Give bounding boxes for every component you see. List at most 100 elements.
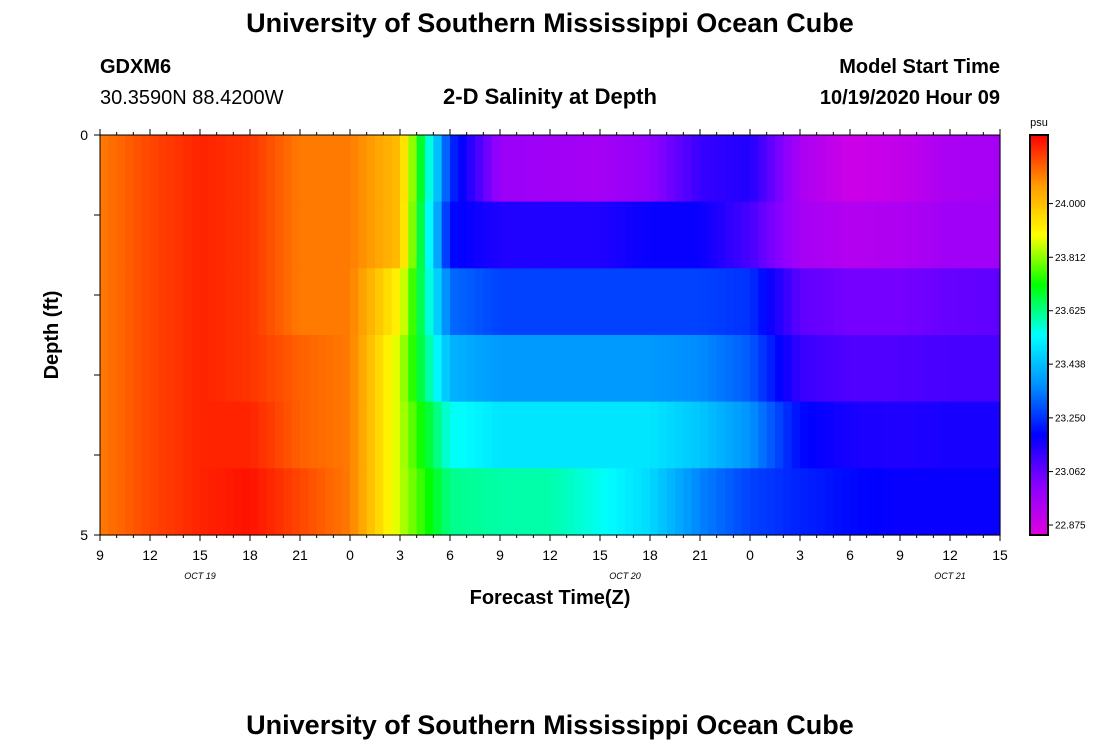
colorbar-step	[1030, 330, 1048, 334]
heatmap-cell	[650, 335, 659, 403]
heatmap-cell	[641, 335, 651, 403]
colorbar-step	[1030, 337, 1048, 341]
colorbar-step	[1030, 527, 1048, 531]
colorbar-step	[1030, 510, 1048, 514]
heatmap-cell	[416, 401, 426, 469]
heatmap-cell	[400, 468, 409, 536]
heatmap-cell	[866, 468, 876, 536]
heatmap-cell	[383, 401, 393, 469]
heatmap-cell	[941, 401, 951, 469]
colorbar-step	[1030, 197, 1048, 201]
colorbar-step	[1030, 137, 1048, 141]
heatmap-cell	[366, 268, 376, 336]
colorbar-step	[1030, 267, 1048, 271]
heatmap-cell	[241, 468, 251, 536]
colorbar-step	[1030, 237, 1048, 241]
heatmap-cell	[358, 401, 368, 469]
heatmap-cell	[966, 335, 976, 403]
heatmap-cell	[716, 268, 726, 336]
colorbar-tick-label: 23.812	[1055, 253, 1086, 264]
heatmap-cell	[600, 335, 609, 403]
heatmap-cell	[550, 401, 559, 469]
heatmap-cell	[950, 401, 959, 469]
heatmap-cell	[133, 135, 143, 203]
heatmap-cell	[333, 335, 343, 403]
heatmap-cell	[666, 468, 676, 536]
colorbar-step	[1030, 522, 1048, 526]
heatmap-cell	[600, 401, 609, 469]
heatmap-cell	[133, 401, 143, 469]
heatmap-cell	[533, 135, 543, 203]
heatmap-cell	[300, 201, 309, 269]
heatmap-cell	[833, 401, 843, 469]
heatmap-cell	[650, 401, 659, 469]
heatmap-cell	[891, 268, 901, 336]
heatmap-cell	[316, 335, 326, 403]
heatmap-cell	[775, 335, 784, 403]
heatmap-cell	[308, 201, 318, 269]
heatmap-cell	[225, 268, 234, 336]
colorbar-tick-label: 22.875	[1055, 521, 1086, 532]
colorbar-step	[1030, 167, 1048, 171]
heatmap-cell	[966, 201, 976, 269]
heatmap-cell	[725, 201, 734, 269]
heatmap-cell	[958, 135, 968, 203]
heatmap-cell	[225, 335, 234, 403]
heatmap-cell	[350, 468, 359, 536]
heatmap-cell	[791, 268, 801, 336]
colorbar-step	[1030, 315, 1048, 319]
heatmap-cell	[141, 335, 151, 403]
heatmap-cell	[941, 268, 951, 336]
heatmap-cell	[833, 201, 843, 269]
colorbar-tick-label: 23.250	[1055, 413, 1086, 424]
heatmap-cell	[800, 135, 809, 203]
colorbar-step	[1030, 512, 1048, 516]
heatmap-cell	[233, 268, 243, 336]
colorbar-step	[1030, 425, 1048, 429]
heatmap-cell	[366, 468, 376, 536]
heatmap-cell	[883, 335, 893, 403]
heatmap-cell	[858, 201, 868, 269]
colorbar-step	[1030, 402, 1048, 406]
heatmap-cell	[850, 268, 859, 336]
heatmap-cell	[483, 468, 493, 536]
heatmap-cell	[791, 468, 801, 536]
heatmap-cell	[391, 268, 401, 336]
heatmap-cell	[400, 268, 409, 336]
heatmap-cell	[875, 268, 884, 336]
heatmap-cell	[783, 335, 793, 403]
heatmap-cell	[908, 135, 918, 203]
heatmap-cell	[533, 201, 543, 269]
heatmap-cell	[208, 135, 218, 203]
heatmap-cell	[858, 135, 868, 203]
heatmap-cell	[308, 135, 318, 203]
heatmap-cell	[383, 135, 393, 203]
heatmap-cell	[966, 468, 976, 536]
heatmap-cell	[841, 335, 851, 403]
heatmap-cell	[583, 335, 593, 403]
colorbar-step	[1030, 150, 1048, 154]
heatmap-cell	[266, 268, 276, 336]
colorbar-step	[1030, 287, 1048, 291]
heatmap-cell	[666, 201, 676, 269]
heatmap-cell	[316, 268, 326, 336]
heatmap-cell	[550, 268, 559, 336]
heatmap-cell	[400, 401, 409, 469]
heatmap-cell	[591, 201, 601, 269]
heatmap-cell	[783, 401, 793, 469]
heatmap-cell	[916, 401, 926, 469]
heatmap-cell	[100, 135, 109, 203]
heatmap-cell	[491, 201, 501, 269]
colorbar-step	[1030, 152, 1048, 156]
heatmap-cell	[733, 468, 743, 536]
colorbar-step	[1030, 187, 1048, 191]
heatmap-cell	[241, 268, 251, 336]
heatmap-cell	[908, 401, 918, 469]
heatmap-cell	[300, 268, 309, 336]
colorbar-step	[1030, 225, 1048, 229]
heatmap-cell	[133, 335, 143, 403]
heatmap-cell	[758, 201, 768, 269]
y-tick-label: 5	[80, 527, 88, 543]
heatmap-cell	[858, 401, 868, 469]
heatmap-cell	[966, 268, 976, 336]
